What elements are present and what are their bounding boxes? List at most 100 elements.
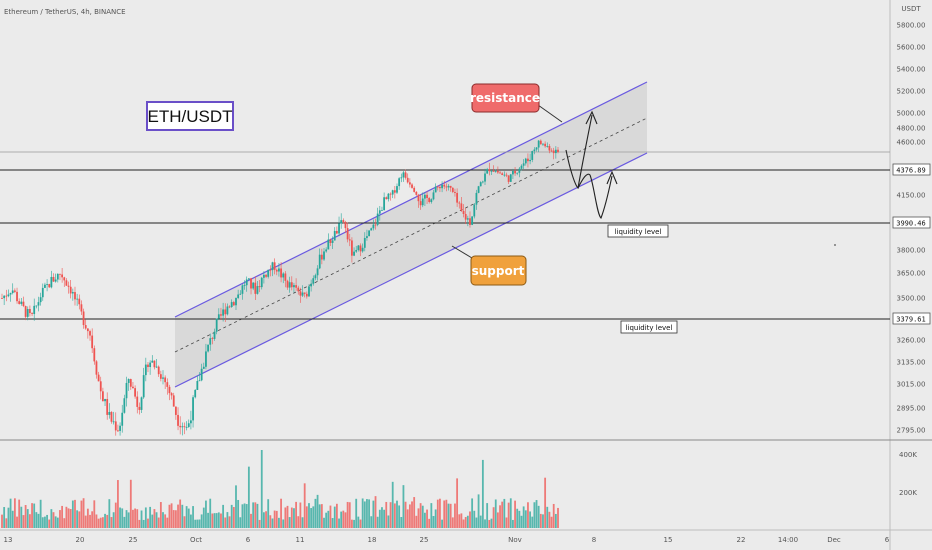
candle-body (273, 262, 276, 270)
candle-body (310, 283, 313, 287)
volume-bar (41, 517, 44, 528)
volume-bar (7, 507, 10, 528)
volume-bar (488, 519, 491, 528)
volume-bar (271, 518, 274, 528)
volume-bar (123, 516, 126, 528)
channel-lower-line[interactable] (174, 152, 648, 388)
volume-bar (286, 505, 289, 528)
candle-body (99, 381, 102, 392)
horizontal-levels (0, 151, 890, 320)
volume-bar (112, 512, 115, 528)
candle-body (280, 268, 282, 278)
candle-body (333, 230, 336, 241)
volume-bar (299, 502, 302, 528)
volume-bar (512, 519, 514, 528)
channel-upper-line[interactable] (174, 81, 648, 318)
volume-bar (93, 500, 96, 528)
volume-bar (280, 498, 282, 528)
price-level-badge-text: 3379.61 (896, 316, 926, 324)
candle-body (108, 411, 111, 415)
candle-body (299, 291, 302, 296)
candle-body (20, 301, 23, 304)
volume-bar (140, 510, 143, 528)
volume-bar (374, 496, 377, 528)
candle-body (93, 348, 96, 362)
volume-bar (127, 512, 130, 528)
volume-bar (16, 516, 18, 528)
candle-body (342, 220, 345, 222)
volume-bar (351, 519, 353, 528)
volume-tick-label: 400K (899, 451, 917, 459)
volume-bar (278, 517, 280, 528)
candle-body (205, 351, 207, 367)
candle-body (254, 282, 257, 294)
volume-bar (535, 500, 538, 528)
volume-bar (108, 499, 111, 528)
candle-body (505, 174, 508, 176)
candle-body (398, 178, 401, 187)
candle-body (484, 173, 486, 182)
candle-body (67, 285, 70, 287)
candle-body (539, 140, 542, 145)
candle-body (393, 190, 396, 193)
candle-body (84, 325, 87, 329)
time-tick-label: 20 (76, 536, 85, 544)
volume-bar (531, 516, 534, 528)
time-tick-label: Oct (190, 536, 202, 544)
candle-body (355, 249, 358, 252)
volume-bar (241, 504, 244, 528)
candle-body (323, 251, 325, 260)
candle-body (288, 282, 291, 288)
volume-bar (134, 508, 136, 528)
candle-body (542, 143, 544, 145)
volume-bar (202, 507, 205, 528)
candle-body (48, 284, 51, 288)
volume-bar (89, 514, 91, 528)
candle-body (325, 249, 328, 252)
volume-bar (95, 514, 98, 528)
candle-body (344, 221, 347, 229)
candle-body (192, 397, 194, 421)
volume-bar (192, 506, 194, 528)
candle-body (372, 224, 375, 229)
volume-bar (389, 502, 392, 528)
candle-body (348, 239, 351, 241)
candle-body (503, 174, 506, 176)
volume-bar (33, 503, 36, 528)
candle-body (95, 361, 98, 375)
candle-body (220, 314, 222, 316)
candle-body (531, 151, 534, 160)
volume-bar (363, 501, 366, 528)
volume-bar (174, 510, 177, 528)
candle-body (316, 268, 319, 276)
candle-body (237, 294, 240, 298)
candle-body (417, 194, 420, 202)
candle-body (24, 306, 27, 317)
time-axis-ticks: 13 20 25 Oct 6 11 18 25 Nov 8 15 22 14:00 Dec 6 (4, 536, 890, 544)
volume-bar (78, 511, 81, 528)
volume-bar (368, 499, 370, 528)
volume-bar (415, 515, 418, 528)
candle-body (370, 228, 373, 231)
title-box-text: ETH/USDT (148, 107, 233, 126)
volume-bar (428, 518, 431, 528)
candle-body (134, 388, 136, 397)
candle-body (327, 239, 330, 250)
volume-bar (462, 519, 465, 528)
volume-bar (357, 516, 360, 528)
volume-bar (39, 499, 42, 528)
volume-bar (230, 504, 233, 528)
candle-body (144, 364, 147, 376)
volume-bar (99, 517, 102, 528)
candle-body (157, 366, 160, 375)
candle-body (387, 193, 390, 200)
time-tick-label: 6 (885, 536, 890, 544)
volume-bar (335, 503, 338, 528)
volume-bar (213, 513, 216, 528)
candle-body (202, 366, 205, 369)
volume-bar (237, 499, 240, 528)
candle-body (114, 421, 117, 431)
candle-body (247, 278, 250, 280)
candlestick-series (1, 139, 559, 436)
